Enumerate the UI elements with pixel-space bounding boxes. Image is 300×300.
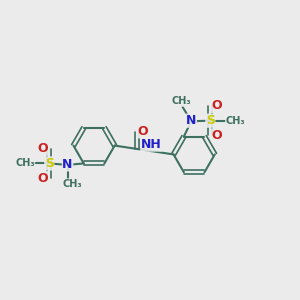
Text: CH₃: CH₃ — [171, 96, 191, 106]
Text: O: O — [212, 129, 222, 142]
Text: N: N — [186, 114, 196, 127]
Text: S: S — [206, 114, 215, 127]
Text: O: O — [38, 172, 48, 185]
Text: O: O — [137, 125, 148, 138]
Text: O: O — [38, 142, 48, 155]
Text: N: N — [62, 158, 73, 171]
Text: O: O — [212, 99, 222, 112]
Text: CH₃: CH₃ — [62, 179, 82, 189]
Text: NH: NH — [141, 138, 162, 151]
Text: S: S — [45, 157, 54, 170]
Text: CH₃: CH₃ — [226, 116, 245, 126]
Text: CH₃: CH₃ — [15, 158, 35, 168]
